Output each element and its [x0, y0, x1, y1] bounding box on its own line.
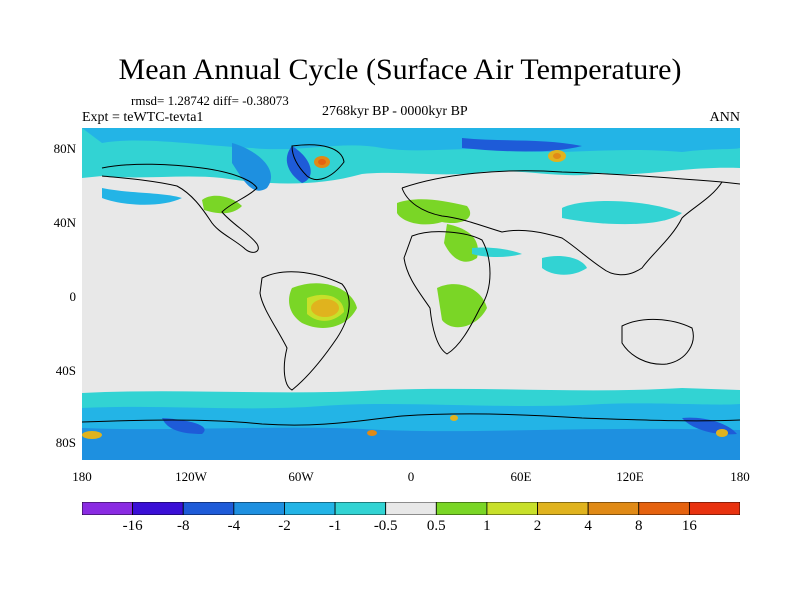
colorbar-swatch — [486, 502, 538, 515]
colorbar-tick-label: -16 — [122, 518, 143, 534]
season-label: ANN — [709, 110, 740, 125]
x-tick-label: 120E — [616, 469, 644, 484]
colorbar-tick-label: -1 — [328, 518, 342, 534]
colorbar-tick-label: -4 — [227, 518, 241, 534]
arctic-cooling-region — [82, 128, 740, 225]
colorbar-tick-label: 4 — [584, 518, 592, 534]
australia-coast — [621, 318, 694, 365]
plot-title: Mean Annual Cycle (Surface Air Temperatu… — [118, 53, 682, 86]
coastlines — [82, 144, 740, 426]
colorbar-swatch — [537, 502, 589, 515]
colorbar-swatch — [334, 502, 387, 515]
greenland-coast — [291, 144, 345, 180]
x-tick-label: 0 — [407, 469, 415, 484]
eurasia-coast — [401, 170, 740, 276]
north-america-coast — [101, 163, 259, 253]
x-tick-label: 180 — [72, 469, 92, 484]
period-label: 2768kyr BP - 0000kyr BP — [322, 104, 468, 119]
colorbar-swatch — [233, 502, 285, 515]
x-tick-label: 120W — [175, 469, 207, 484]
colorbar-swatch — [385, 502, 437, 515]
experiment-label: Expt = teWTC-tevta1 — [82, 110, 204, 125]
x-tick-label: 180 — [730, 469, 750, 484]
y-tick-label: 40S — [55, 363, 76, 378]
y-tick-label: 0 — [69, 289, 77, 304]
colorbar-tick-label: -0.5 — [373, 518, 398, 534]
southern-ocean-cooling-region — [82, 388, 740, 460]
colorbar-tick-label: 8 — [635, 518, 643, 534]
colorbar-tick-label: 0.5 — [426, 518, 446, 534]
x-tick-label: 60E — [510, 469, 532, 484]
colorbar-tick-label: 16 — [681, 518, 697, 534]
colorbar-swatch — [182, 502, 235, 515]
rmsd-diff-stats: rmsd= 1.28742 diff= -0.38073 — [131, 93, 289, 108]
colorbar-swatch — [435, 502, 488, 515]
colorbar-swatch — [132, 502, 184, 515]
colorbar-swatch — [284, 502, 336, 515]
colorbar-tick-label: 1 — [483, 518, 491, 534]
africa-coast — [403, 231, 491, 355]
colorbar-swatch — [587, 502, 640, 515]
antarctica-coast — [82, 413, 740, 426]
colorbar-swatch — [688, 502, 740, 515]
south-america-coast — [259, 271, 350, 391]
y-tick-label: 40N — [53, 215, 76, 230]
colorbar-tick-label: -2 — [278, 518, 291, 534]
y-tick-label: 80N — [53, 141, 76, 156]
colorbar — [82, 502, 740, 515]
y-tick-label: 80S — [55, 435, 76, 450]
x-tick-label: 60W — [288, 469, 314, 484]
temperature-map — [82, 128, 740, 460]
colorbar-tick-label: -8 — [176, 518, 190, 534]
colorbar-tick-label: 2 — [533, 518, 542, 534]
colorbar-swatch — [82, 502, 134, 515]
colorbar-swatch — [638, 502, 690, 515]
